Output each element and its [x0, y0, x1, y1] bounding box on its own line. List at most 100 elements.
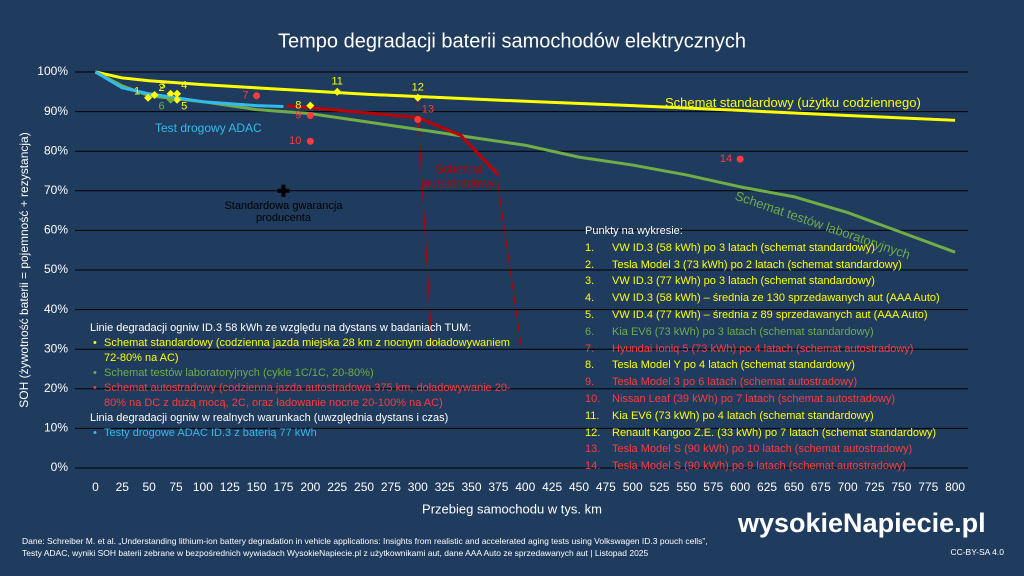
y-tick-label: 50% — [44, 262, 68, 276]
points-row: 12. Renault Kangoo Z.E. (33 kWh) po 7 lat… — [585, 425, 940, 442]
x-tick-label: 625 — [757, 480, 777, 494]
source-line: Testy ADAC, wyniki SOH baterii zebrane w… — [22, 548, 649, 558]
x-tick-label: 350 — [462, 480, 482, 494]
points-row: 6. Kia EV6 (73 kWh) po 3 latach (schemat … — [585, 324, 940, 341]
point-number: 13. — [585, 443, 601, 456]
point-text: VW ID.3 (58 kWh) po 3 latach (schemat st… — [612, 241, 875, 254]
points-heading: Punkty na wykresie: — [585, 225, 683, 237]
point-label: 8 — [295, 100, 301, 112]
point-label: 3 — [160, 80, 166, 92]
license: CC-BY-SA 4.0 — [950, 547, 1004, 557]
x-axis-label: Przebieg samochodu w tys. km — [422, 501, 602, 516]
points-row: 4. VW ID.3 (58 kWh) – średnia ze 130 sprz… — [585, 290, 940, 307]
points-row: 1. VW ID.3 (58 kWh) po 3 latach (schemat … — [585, 240, 940, 257]
x-tick-label: 300 — [408, 480, 428, 494]
x-tick-label: 400 — [515, 480, 535, 494]
y-tick-label: 40% — [44, 302, 68, 316]
points-list: Punkty na wykresie: 1. VW ID.3 (58 kWh) po… — [585, 223, 940, 475]
x-tick-label: 750 — [891, 480, 911, 494]
x-tick-label: 475 — [596, 480, 616, 494]
point-text: Tesla Model S (90 kWh) po 10 latach (sch… — [612, 443, 913, 456]
points-row: 7. Hyundai Ioniq 5 (73 kWh) po 4 latach (… — [585, 341, 940, 358]
point-label: 14 — [720, 153, 732, 165]
point-label: 10 — [289, 135, 301, 147]
points-row: 10. Nissan Leaf (39 kWh) po 7 latach (sch… — [585, 391, 940, 408]
pointer-line — [416, 99, 433, 346]
point-text: VW ID.3 (58 kWh) – średnia ze 130 sprzed… — [612, 292, 940, 305]
warranty-label: Standardowa gwarancja producenta — [224, 199, 343, 224]
point-number: 7. — [585, 342, 595, 355]
point-text: VW ID.3 (77 kWh) po 3 latach (schemat st… — [612, 275, 875, 288]
x-tick-label: 75 — [169, 480, 183, 494]
point-number: 4. — [585, 292, 595, 305]
x-tick-label: 525 — [650, 480, 670, 494]
pointer-line — [496, 177, 522, 346]
point-text: Kia EV6 (73 kWh) po 4 latach (schemat st… — [612, 409, 874, 422]
series-annotation: Schemat standardowy (użytku codziennego) — [665, 95, 921, 110]
y-tick-label: 80% — [44, 143, 68, 157]
point-text: VW ID.4 (77 kWh) – średnia z 89 sprzedaw… — [612, 308, 928, 321]
point-number: 12. — [585, 426, 601, 439]
notes-item: Schemat testów laboratoryjnych (cykle 1C… — [90, 366, 520, 381]
x-tick-label: 450 — [569, 480, 589, 494]
source-line: Dane: Schreiber M. et al. „Understanding… — [22, 536, 708, 546]
point-label: 11 — [331, 76, 342, 88]
x-tick-label: 200 — [300, 480, 320, 494]
x-tick-label: 0 — [92, 480, 99, 494]
x-tick-label: 50 — [142, 480, 156, 494]
point-text: Nissan Leaf (39 kWh) po 7 latach (schema… — [612, 392, 896, 405]
point-label: 12 — [412, 82, 424, 94]
point-number: 11. — [585, 409, 600, 422]
points-row: 9. Tesla Model 3 po 6 latach (schemat aut… — [585, 374, 940, 391]
x-tick-label: 175 — [273, 480, 293, 494]
x-tick-label: 25 — [116, 480, 130, 494]
data-point — [414, 116, 422, 124]
data-point — [253, 92, 261, 100]
data-point — [306, 101, 315, 110]
warranty-marker — [277, 184, 290, 197]
point-text: Hyundai Ioniq 5 (73 kWh) po 4 latach (sc… — [612, 342, 914, 355]
point-text: Renault Kangoo Z.E. (33 kWh) po 7 latach… — [612, 426, 937, 439]
point-number: 9. — [585, 376, 595, 389]
notes-item: Testy drogowe ADAC ID.3 z baterią 77 kWh — [90, 426, 520, 441]
notes-item: Schemat standardowy (codzienna jazda mie… — [90, 336, 520, 366]
series-annotation: Test drogowy ADAC — [155, 121, 262, 135]
points-row: 3. VW ID.3 (77 kWh) po 3 latach (schemat … — [585, 273, 940, 290]
point-number: 5. — [585, 308, 595, 321]
point-label: 2 — [159, 82, 165, 94]
point-number: 2. — [585, 258, 595, 271]
data-point — [173, 95, 182, 104]
x-tick-label: 700 — [838, 480, 858, 494]
data-point — [736, 155, 744, 163]
points-row: 8. Tesla Model Y po 4 latach (schemat sta… — [585, 357, 940, 374]
notes: Linie degradacji ogniw ID.3 58 kWh ze wz… — [90, 321, 520, 441]
series-line — [95, 70, 956, 122]
x-tick-label: 550 — [676, 480, 696, 494]
point-number: 1. — [585, 241, 595, 254]
y-tick-label: 70% — [44, 183, 68, 197]
data-point — [173, 89, 182, 98]
x-tick-label: 275 — [381, 480, 401, 494]
x-tick-label: 250 — [354, 480, 374, 494]
point-label: 6 — [159, 101, 165, 113]
x-tick-label: 650 — [784, 480, 804, 494]
x-tick-label: 500 — [623, 480, 643, 494]
data-point — [144, 93, 153, 102]
logo: wysokieNapiecie.pl — [738, 508, 986, 538]
series-line — [286, 104, 500, 176]
y-tick-label: 20% — [44, 381, 68, 395]
data-point — [166, 95, 175, 104]
x-tick-label: 425 — [542, 480, 562, 494]
data-point — [333, 87, 342, 96]
notes-heading: Linie degradacji ogniw ID.3 58 kWh ze wz… — [90, 322, 472, 334]
data-point — [306, 137, 314, 145]
point-number: 14. — [585, 460, 601, 473]
points-row: 13. Tesla Model S (90 kWh) po 10 latach (… — [585, 441, 940, 458]
x-tick-label: 325 — [435, 480, 455, 494]
x-tick-label: 100 — [193, 480, 213, 494]
data-point — [166, 89, 175, 98]
x-tick-label: 150 — [247, 480, 267, 494]
points-row: 11. Kia EV6 (73 kWh) po 4 latach (schemat… — [585, 408, 940, 425]
x-tick-label: 675 — [811, 480, 831, 494]
